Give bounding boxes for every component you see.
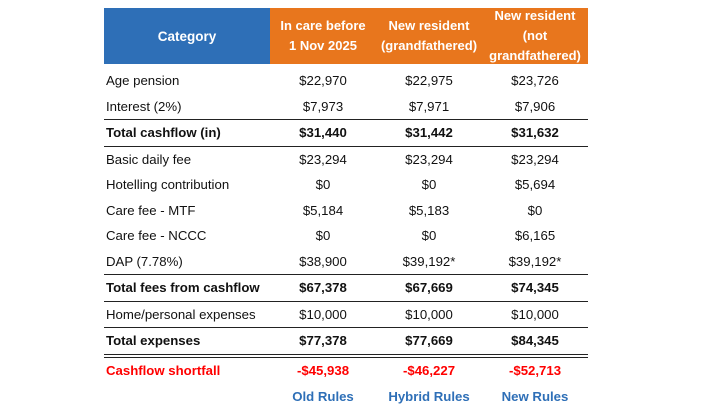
row-value: $7,973 [302, 98, 344, 114]
row-value: $38,900 [299, 253, 347, 269]
header-not-grandfathered-line1: New resident (not [494, 8, 576, 43]
row-value: -$52,713 [508, 362, 562, 378]
new-rules-label: New Rules [501, 388, 569, 404]
divider [104, 327, 588, 328]
row-value: $39,192* [402, 253, 456, 269]
row-value: -$45,938 [296, 362, 350, 378]
row-label: Interest (2%) [106, 98, 182, 114]
row-value: $0 [315, 228, 331, 244]
divider [104, 119, 588, 120]
rules-row: Old Rules Hybrid Rules New Rules [104, 383, 588, 409]
row-label: Total expenses [106, 333, 201, 349]
row-value: $10,000 [511, 306, 559, 322]
hybrid-rules-label: Hybrid Rules [388, 388, 470, 404]
row-value: $23,294 [299, 151, 347, 167]
row-value: $39,192* [508, 253, 562, 269]
header-in-care: In care before 1 Nov 2025 [270, 8, 376, 64]
header-in-care-line1: In care before [280, 18, 366, 33]
table-row-total-cashflow: Total cashflow (in) $31,440 $31,442 $31,… [104, 120, 588, 146]
row-value: $5,184 [302, 202, 344, 218]
divider [104, 274, 588, 275]
row-value: $31,632 [511, 125, 559, 141]
row-label: DAP (7.78%) [106, 253, 183, 269]
row-value: $67,669 [405, 280, 453, 296]
table-row: Basic daily fee $23,294 $23,294 $23,294 [104, 147, 588, 173]
table-header: Category In care before 1 Nov 2025 New re… [104, 8, 588, 64]
row-value: $77,669 [405, 333, 453, 349]
row-label: Hotelling contribution [106, 177, 230, 193]
row-value: $77,378 [299, 333, 347, 349]
divider [104, 145, 588, 147]
row-label: Care fee - MTF [106, 202, 196, 218]
row-value: $5,694 [514, 177, 556, 193]
row-label: Care fee - NCCC [106, 228, 207, 244]
row-value: $67,378 [299, 280, 347, 296]
table-row: Hotelling contribution $0 $0 $5,694 [104, 172, 588, 198]
row-value: $31,440 [299, 125, 347, 141]
row-value: $0 [421, 228, 437, 244]
row-value: $6,165 [514, 228, 556, 244]
header-not-grandfathered-line2: grandfathered) [489, 48, 581, 63]
row-value: $22,970 [299, 73, 347, 89]
row-label: Total cashflow (in) [106, 125, 221, 141]
row-value: $0 [421, 177, 437, 193]
row-value: $23,294 [511, 151, 559, 167]
row-label: Home/personal expenses [106, 306, 256, 322]
table-row: Age pension $22,970 $22,975 $23,726 [104, 68, 588, 94]
table-row: Home/personal expenses $10,000 $10,000 $… [104, 302, 588, 328]
header-grandfathered-line2: (grandfathered) [380, 38, 478, 53]
header-grandfathered-line1: New resident [388, 18, 470, 33]
table-row-total-fees: Total fees from cashflow $67,378 $67,669… [104, 275, 588, 301]
header-grandfathered: New resident (grandfathered) [376, 8, 482, 64]
cashflow-table: Category In care before 1 Nov 2025 New re… [104, 8, 588, 409]
row-value: -$46,227 [402, 362, 456, 378]
row-value: $31,442 [405, 125, 453, 141]
row-label: Basic daily fee [106, 151, 192, 167]
row-value: $74,345 [511, 280, 559, 296]
row-value: $7,906 [514, 98, 556, 114]
double-divider [104, 353, 588, 358]
table-row: DAP (7.78%) $38,900 $39,192* $39,192* [104, 249, 588, 275]
row-value: $5,183 [408, 202, 450, 218]
row-label: Cashflow shortfall [106, 362, 221, 378]
row-value: $23,726 [511, 73, 559, 89]
row-value: $0 [527, 202, 543, 218]
row-value: $22,975 [405, 73, 453, 89]
row-value: $0 [315, 177, 331, 193]
row-value: $10,000 [299, 306, 347, 322]
old-rules-label: Old Rules [292, 388, 354, 404]
row-value: $7,971 [408, 98, 450, 114]
row-label: Age pension [106, 73, 180, 89]
row-value: $10,000 [405, 306, 453, 322]
table-row-total-expenses: Total expenses $77,378 $77,669 $84,345 [104, 328, 588, 354]
table-row: Care fee - MTF $5,184 $5,183 $0 [104, 198, 588, 224]
header-in-care-line2: 1 Nov 2025 [289, 38, 357, 53]
header-not-grandfathered: New resident (not grandfathered) [482, 8, 588, 64]
table-row: Care fee - NCCC $0 $0 $6,165 [104, 223, 588, 249]
table-row: Interest (2%) $7,973 $7,971 $7,906 [104, 94, 588, 120]
table-row-shortfall: Cashflow shortfall -$45,938 -$46,227 -$5… [104, 358, 588, 384]
divider [104, 300, 588, 302]
header-category: Category [104, 8, 270, 64]
row-label: Total fees from cashflow [106, 280, 260, 296]
row-value: $84,345 [511, 333, 559, 349]
row-value: $23,294 [405, 151, 453, 167]
